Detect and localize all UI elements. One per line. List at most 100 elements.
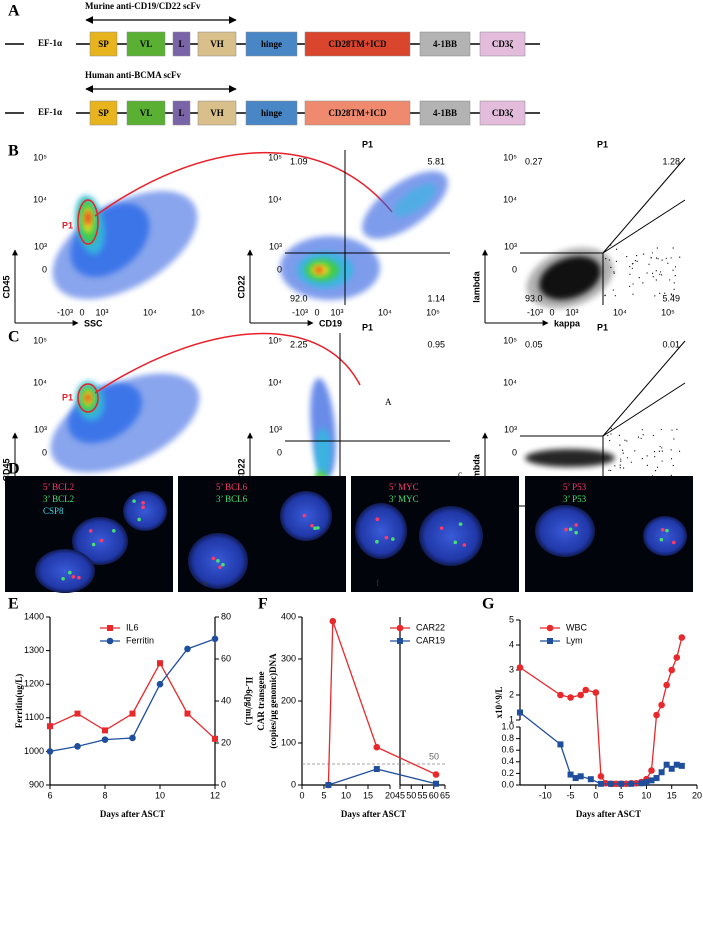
signal: [439, 526, 444, 530]
signal: [216, 559, 220, 563]
event-dot: [640, 437, 642, 439]
legend-marker: [106, 637, 114, 645]
y-axis-label: x10^9/L: [494, 687, 504, 719]
legend-label: WBC: [566, 622, 587, 632]
quadrant-value: 1.14: [427, 293, 445, 303]
event-dot: [626, 457, 629, 459]
y-tick-label: 40: [221, 695, 231, 705]
segment-box: [89, 31, 118, 57]
marker: [129, 734, 136, 742]
x-axis-label: SSC: [84, 318, 103, 328]
event-dot: [613, 272, 615, 274]
panel-label: B: [8, 143, 19, 160]
legend-marker: [107, 625, 113, 631]
event-dot: [670, 458, 673, 460]
series-line: [519, 637, 683, 785]
segment-box: [479, 100, 526, 126]
event-dot: [670, 257, 672, 259]
flow-plot: [526, 244, 681, 309]
event-dot: [654, 456, 656, 458]
event-dot: [670, 449, 672, 451]
event-dot: [631, 263, 634, 265]
marker: [582, 686, 590, 694]
event-dot: [653, 451, 656, 453]
legend-marker: [397, 638, 403, 644]
flow-plot: [280, 171, 448, 300]
signal: [68, 570, 72, 575]
nucleus: [535, 505, 595, 557]
event-dot: [622, 452, 624, 454]
x-axis-label: Days after ASCT: [576, 809, 641, 819]
event-dot: [630, 461, 632, 463]
segment-label: SP: [98, 39, 109, 49]
marker: [184, 645, 191, 653]
event-dot: [613, 271, 615, 273]
event-dot: [670, 474, 672, 476]
x-tick-label: 8: [102, 790, 107, 800]
segment-label: CD28TM+ICD: [328, 108, 387, 118]
scfv-label: Murine anti-CD19/CD22 scFv: [85, 1, 201, 11]
y-tick-label: 1: [509, 714, 514, 724]
event-dot: [607, 434, 609, 437]
x-tick-label: 55: [417, 790, 427, 800]
event-dot: [620, 458, 622, 460]
y-tick-label: 100: [281, 737, 296, 747]
gate: [77, 383, 99, 413]
segment-box: [304, 31, 411, 57]
signal: [302, 513, 307, 518]
y-tick-label: 200: [281, 695, 296, 705]
legend-label: Lym: [566, 635, 583, 645]
event-dot: [655, 270, 657, 272]
marker: [587, 776, 594, 783]
annotation: c: [458, 469, 462, 479]
signal: [91, 542, 96, 547]
marker: [557, 691, 564, 699]
event-dot: [661, 460, 663, 462]
event-dot: [670, 294, 672, 296]
y-tick-label: 10⁵: [268, 335, 282, 345]
marker: [47, 723, 53, 730]
event-dot: [656, 247, 658, 249]
event-dot: [608, 469, 610, 471]
quadrant-value: 93.0: [525, 293, 543, 303]
signal: [564, 527, 568, 532]
y-tick-label: 0.4: [501, 756, 514, 766]
probe-label: CSP8: [43, 506, 64, 516]
x-tick-label: 10: [341, 790, 351, 800]
y-tick-label: 1100: [25, 712, 44, 722]
quadrant-value: 0.05: [525, 339, 543, 349]
x-tick-label: 10⁴: [143, 307, 157, 317]
segment-label: VL: [140, 108, 153, 118]
marker: [129, 710, 136, 717]
series-line: [328, 768, 437, 786]
x-tick-label: 10: [155, 790, 165, 800]
marker: [658, 769, 665, 776]
y-tick-label: 1000: [24, 746, 44, 756]
event-dot: [641, 458, 643, 460]
signal: [112, 529, 116, 533]
marker: [648, 777, 655, 784]
x-tick-label: 10: [641, 790, 651, 800]
event-dot: [678, 450, 681, 452]
y-tick-label: 0.6: [501, 745, 514, 755]
panel-label: F: [258, 596, 268, 613]
x-tick-label: 12: [210, 790, 220, 800]
probe-label: 5’ BCL6: [216, 482, 248, 492]
probe-label: 3’ BCL6: [216, 494, 248, 504]
y-tick-label: 0.2: [501, 768, 514, 778]
y-tick-label: 0: [277, 447, 282, 457]
panel-label: D: [8, 461, 20, 478]
event-dot: [654, 469, 657, 472]
event-dot: [679, 256, 681, 258]
event-dot: [610, 427, 612, 430]
x-tick-label: 10⁵: [661, 307, 675, 317]
probe-label: 3’ MYC: [389, 494, 419, 504]
event-dot: [661, 259, 663, 261]
density: [393, 183, 437, 217]
flow-plot: [310, 378, 336, 485]
marker: [658, 701, 665, 709]
event-dot: [661, 450, 663, 452]
promoter: EF-1α: [38, 38, 62, 48]
event-dot: [614, 465, 616, 467]
signal: [141, 501, 145, 505]
